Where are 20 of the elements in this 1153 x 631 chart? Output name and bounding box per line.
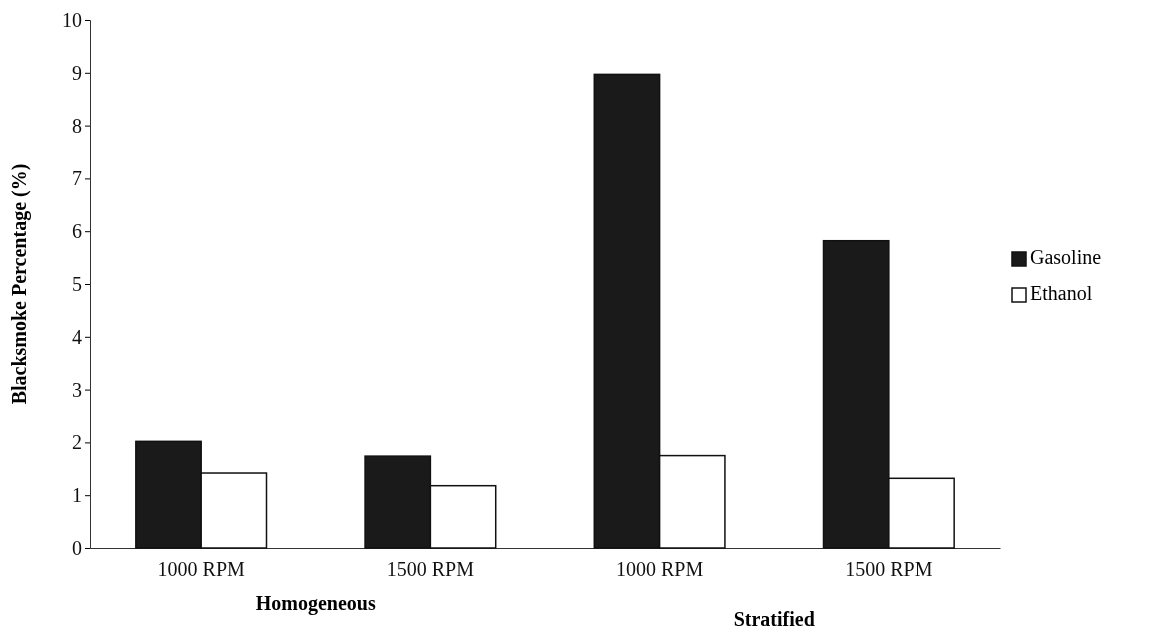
y-tick-label: 3 <box>72 378 82 401</box>
text: Homogeneous <box>255 592 376 615</box>
y-tick-label: 1 <box>72 484 82 507</box>
y-tick-label: 10 <box>62 8 82 31</box>
y-tick-label: 7 <box>72 167 82 190</box>
y-axis-title: Blacksmoke Percentage (%) <box>8 163 31 405</box>
legend-label: Ethanol <box>1030 282 1093 304</box>
x-tick-label: 1500 RPM <box>386 558 475 581</box>
y-tick-label: 5 <box>72 272 82 295</box>
x-tick-label: 1000 RPM <box>157 558 246 581</box>
y-tick-label: 6 <box>72 220 82 243</box>
text: Stratified <box>733 608 815 630</box>
y-tick-label: 2 <box>72 431 82 454</box>
legend-label: Gasoline <box>1030 246 1102 268</box>
y-tick-label: 8 <box>72 114 82 137</box>
y-tick-label: 9 <box>72 61 82 84</box>
x-tick-label: 1000 RPM <box>615 558 704 581</box>
y-tick-label: 0 <box>72 536 82 559</box>
x-tick-label: 1500 RPM <box>845 558 933 581</box>
y-tick-label: 4 <box>72 325 82 348</box>
